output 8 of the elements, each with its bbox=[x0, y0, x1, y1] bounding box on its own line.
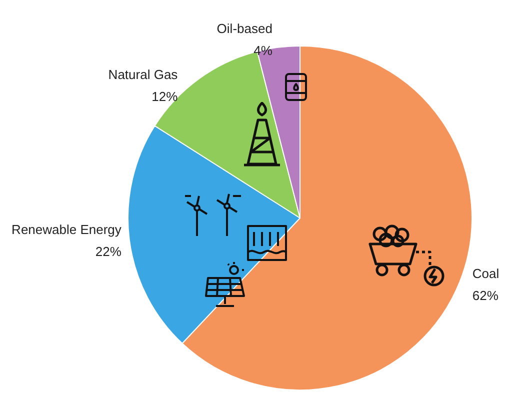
slice-label: Renewable Energy bbox=[12, 222, 122, 238]
slice-label: Coal bbox=[472, 266, 500, 281]
slice-label: Oil-based bbox=[216, 20, 272, 36]
slice-label: Natural Gas bbox=[108, 66, 178, 82]
data-label: 4% bbox=[254, 42, 273, 58]
data-label: 12% bbox=[152, 88, 178, 104]
data-label: 62% bbox=[472, 288, 499, 303]
data-label: 22% bbox=[95, 244, 122, 260]
